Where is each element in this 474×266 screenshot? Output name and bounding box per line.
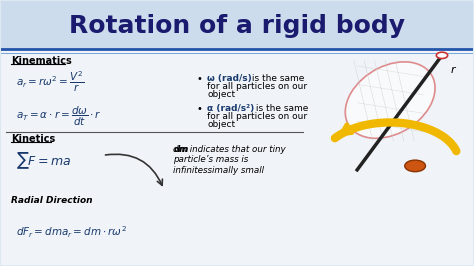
Text: α (rad/s²): α (rad/s²) (207, 104, 255, 113)
Text: Kinetics: Kinetics (11, 134, 55, 144)
Bar (1, 49, 473, 265)
Text: Rotation of a rigid body: Rotation of a rigid body (69, 14, 405, 38)
Text: dm indicates that our tiny
particle’s mass is
infinitessimally small: dm indicates that our tiny particle’s ma… (173, 145, 286, 175)
Text: object: object (207, 90, 236, 99)
Text: $a_r = r\omega^2 = \dfrac{V^2}{r}$: $a_r = r\omega^2 = \dfrac{V^2}{r}$ (16, 70, 84, 94)
Text: Kinematics: Kinematics (11, 56, 72, 66)
Text: •: • (197, 74, 203, 84)
Text: $a_T = \alpha \cdot r = \dfrac{d\omega}{dt} \cdot r$: $a_T = \alpha \cdot r = \dfrac{d\omega}{… (16, 104, 101, 127)
Text: ω (rad/s): ω (rad/s) (207, 74, 252, 83)
Text: $r$: $r$ (450, 64, 457, 75)
Text: for all particles on our: for all particles on our (207, 82, 308, 91)
Text: object: object (207, 120, 236, 129)
Text: Radial Direction: Radial Direction (11, 196, 92, 205)
Circle shape (437, 52, 447, 59)
Text: $dF_r = dma_r = dm \cdot r\omega^2$: $dF_r = dma_r = dm \cdot r\omega^2$ (16, 224, 127, 239)
Text: dm: dm (173, 145, 189, 154)
Text: for all particles on our: for all particles on our (207, 113, 308, 122)
Text: $\sum F = ma$: $\sum F = ma$ (16, 150, 71, 171)
Text: is the same: is the same (253, 104, 308, 113)
Ellipse shape (345, 62, 435, 138)
Text: is the same: is the same (249, 74, 304, 83)
Text: •: • (197, 104, 203, 114)
Circle shape (405, 160, 426, 172)
Bar (1, 1, 473, 49)
